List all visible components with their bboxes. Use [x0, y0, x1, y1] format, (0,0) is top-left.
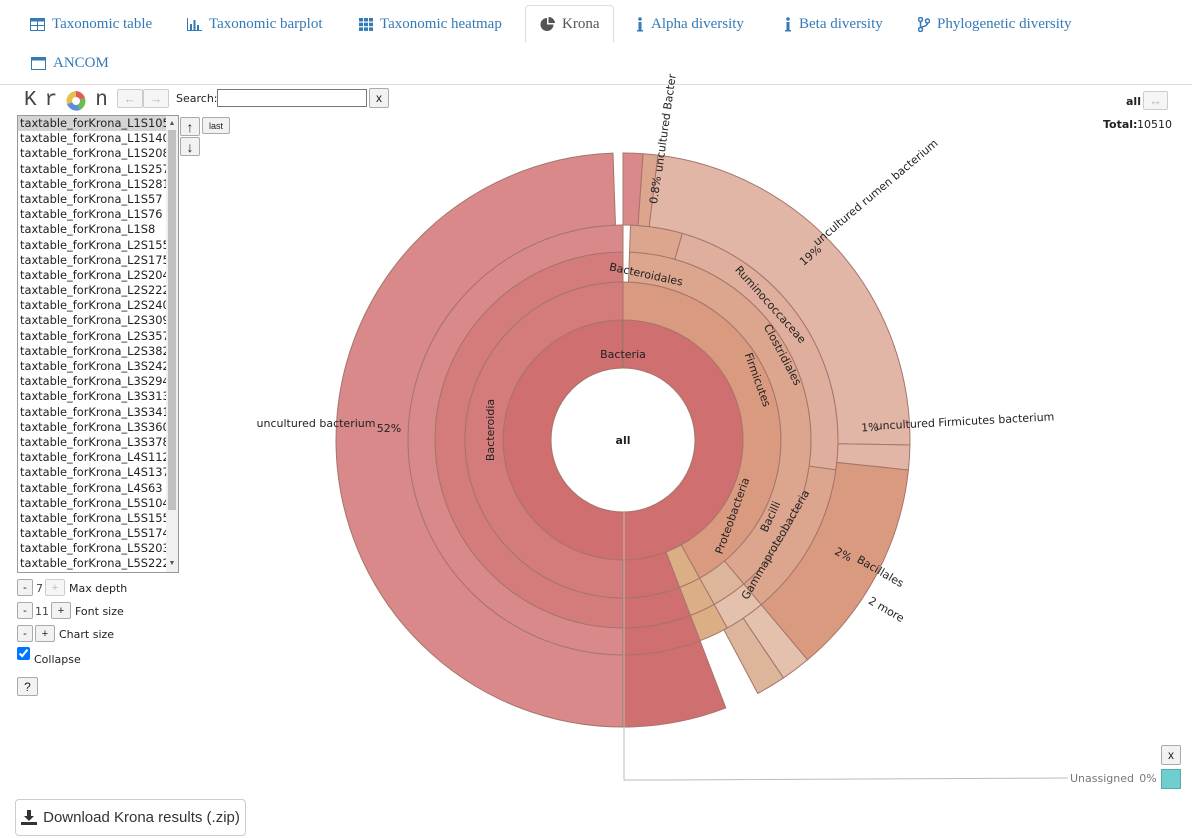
dataset-list-item[interactable]: taxtable_forKrona_L1S105 — [18, 116, 178, 132]
tab-bar: Taxonomic table Taxonomic barplot Taxono… — [0, 0, 1192, 85]
tab-label: Alpha diversity — [651, 15, 744, 32]
label-uncultured-rumen: uncultured rumen bacterium — [811, 137, 941, 249]
dataset-list-item[interactable]: taxtable_forKrona_L3S313 — [20, 389, 170, 404]
wedge-bacteroidales-outer[interactable] — [622, 152, 644, 227]
dataset-list-scrollbar[interactable]: ▲ ▼ — [166, 116, 178, 572]
font-size-label: Font size — [75, 605, 124, 618]
grid-icon — [359, 17, 373, 31]
krona-logo-icon — [66, 90, 86, 111]
search-input[interactable] — [217, 89, 367, 107]
tab-alpha-diversity[interactable]: Alpha diversity — [636, 5, 744, 43]
dataset-list-item[interactable]: taxtable_forKrona_L1S208 — [20, 146, 170, 161]
label-unassigned: Unassigned — [1070, 772, 1134, 785]
dataset-list-item[interactable]: taxtable_forKrona_L3S378 — [20, 434, 170, 449]
tab-label: Taxonomic heatmap — [380, 15, 502, 32]
label-unassigned-pct: 0% — [1139, 772, 1156, 785]
max-depth-plus-button[interactable]: + — [45, 579, 65, 596]
dataset-list-item[interactable]: taxtable_forKrona_L5S203 — [20, 541, 170, 556]
dataset-down-button[interactable]: ↓ — [180, 137, 200, 156]
total-value: 10510 — [1137, 118, 1172, 131]
tab-label: Krona — [562, 15, 600, 32]
dataset-list-item[interactable]: taxtable_forKrona_L5S155 — [20, 510, 170, 525]
chart-size-plus-button[interactable]: + — [35, 625, 55, 642]
tab-label: Taxonomic barplot — [209, 15, 323, 32]
dataset-list-item[interactable]: taxtable_forKrona_L2S155 — [20, 237, 170, 252]
tab-label: Phylogenetic diversity — [937, 15, 1072, 32]
dataset-list-item[interactable]: taxtable_forKrona_L3S294 — [20, 374, 170, 389]
dataset-list-item[interactable]: taxtable_forKrona_L2S357 — [20, 328, 170, 343]
dataset-list-item[interactable]: taxtable_forKrona_L4S112 — [20, 450, 170, 465]
label-2-more: 2 more — [866, 594, 906, 625]
download-krona-button[interactable]: Download Krona results (.zip) — [15, 799, 246, 836]
tab-taxonomic-heatmap[interactable]: Taxonomic heatmap — [359, 5, 502, 43]
tab-label: ANCOM — [53, 54, 109, 71]
search-label: Search: — [176, 92, 218, 105]
window-icon — [31, 56, 46, 70]
bar-chart-icon — [187, 17, 202, 31]
font-size-minus-button[interactable]: - — [17, 602, 33, 619]
table-icon — [30, 17, 45, 31]
back-button[interactable]: ← — [117, 89, 143, 108]
font-size-value: 11 — [35, 605, 49, 618]
tab-ancom[interactable]: ANCOM — [31, 44, 109, 82]
dataset-list-item[interactable]: taxtable_forKrona_L2S382 — [20, 343, 170, 358]
collapse-label: Collapse — [34, 653, 81, 666]
dataset-list-item[interactable]: taxtable_forKrona_L2S309 — [20, 313, 170, 328]
max-depth-label: Max depth — [69, 582, 128, 595]
tab-label: Beta diversity — [799, 15, 883, 32]
scroll-up-arrow-icon[interactable]: ▲ — [168, 120, 176, 127]
tab-phylogenetic-diversity[interactable]: Phylogenetic diversity — [918, 5, 1072, 43]
dataset-list-item[interactable]: taxtable_forKrona_L5S222 — [20, 556, 170, 571]
focus-node-name: all — [1126, 95, 1141, 108]
dataset-list-item[interactable]: taxtable_forKrona_L3S360 — [20, 419, 170, 434]
dataset-list-item[interactable]: taxtable_forKrona_L1S76 — [20, 207, 163, 222]
tab-krona[interactable]: Krona — [525, 5, 614, 43]
total-label: Total: — [1103, 118, 1138, 131]
dataset-list-item[interactable]: taxtable_forKrona_L4S137 — [20, 465, 170, 480]
collapse-checkbox[interactable] — [17, 647, 30, 660]
dataset-list-item[interactable]: taxtable_forKrona_L3S341 — [20, 404, 170, 419]
dataset-list-item[interactable]: taxtable_forKrona_L1S140 — [20, 131, 170, 146]
help-button[interactable]: ? — [17, 677, 38, 696]
dataset-list-item[interactable]: taxtable_forKrona_L1S57 — [20, 191, 163, 206]
max-depth-minus-button[interactable]: - — [17, 579, 33, 596]
tab-label: Taxonomic table — [52, 15, 153, 32]
dataset-list[interactable]: taxtable_forKrona_L1S105 taxtable_forKron… — [17, 115, 179, 573]
center-node[interactable] — [550, 367, 696, 513]
tab-taxonomic-table[interactable]: Taxonomic table — [30, 5, 152, 43]
download-icon — [21, 810, 38, 825]
info-icon — [637, 16, 643, 31]
dataset-list-item[interactable]: taxtable_forKrona_L1S257 — [20, 161, 170, 176]
scroll-thumb[interactable] — [168, 130, 176, 510]
search-clear-button[interactable]: x — [369, 88, 389, 108]
dataset-list-item[interactable]: taxtable_forKrona_L1S281 — [20, 176, 170, 191]
info-icon — [785, 16, 791, 31]
pie-chart-icon — [540, 16, 555, 31]
branch-icon — [918, 16, 930, 32]
dataset-list-item[interactable]: taxtable_forKrona_L3S242 — [20, 359, 170, 373]
dataset-list-item[interactable]: taxtable_forKrona_L5S174 — [20, 526, 170, 541]
dataset-up-button[interactable]: ↑ — [180, 117, 200, 136]
tab-beta-diversity[interactable]: Beta diversity — [784, 5, 883, 43]
forward-button[interactable]: → — [143, 89, 169, 108]
unassigned-color-swatch[interactable] — [1161, 769, 1181, 789]
key-close-button[interactable]: x — [1161, 745, 1181, 765]
tab-taxonomic-barplot[interactable]: Taxonomic barplot — [187, 5, 323, 43]
dataset-list-item[interactable]: taxtable_forKrona_L1S8 — [20, 222, 156, 237]
max-depth-value: 7 — [36, 582, 43, 595]
dataset-list-item[interactable]: taxtable_forKrona_L4S63 — [20, 480, 163, 495]
chart-size-minus-button[interactable]: - — [17, 625, 33, 642]
scroll-down-arrow-icon[interactable]: ▼ — [168, 560, 176, 567]
dataset-list-item[interactable]: taxtable_forKrona_L2S240 — [20, 298, 170, 313]
expand-details-button[interactable]: ↔ — [1143, 91, 1168, 110]
dataset-list-item[interactable]: taxtable_forKrona_L2S204 — [20, 267, 170, 282]
dataset-list-item[interactable]: taxtable_forKrona_L5S104 — [20, 495, 170, 510]
chart-size-label: Chart size — [59, 628, 115, 641]
font-size-plus-button[interactable]: + — [51, 602, 71, 619]
download-label: Download Krona results (.zip) — [43, 809, 240, 826]
dataset-list-item[interactable]: taxtable_forKrona_L2S175 — [20, 252, 170, 267]
dataset-list-item[interactable]: taxtable_forKrona_L2S222 — [20, 283, 170, 298]
wedge-uncultured-bacterium[interactable] — [335, 152, 624, 728]
dataset-last-button[interactable]: last — [202, 117, 230, 134]
